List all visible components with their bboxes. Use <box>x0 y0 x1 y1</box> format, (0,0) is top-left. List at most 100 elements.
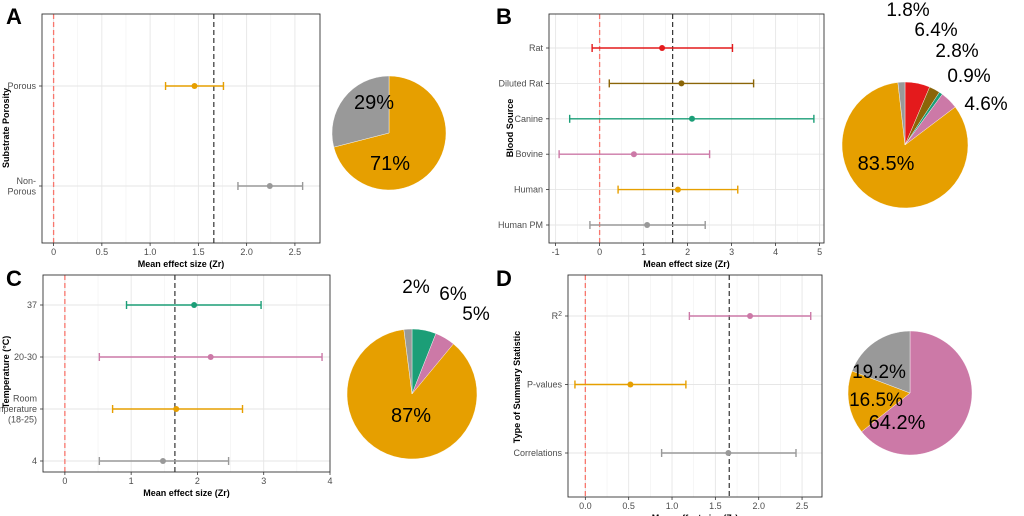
y-tick-label: Human <box>514 185 543 195</box>
pie-slice-label: 4.6% <box>964 94 1007 115</box>
x-tick-label: 0.5 <box>96 247 109 257</box>
point-estimate <box>747 313 754 319</box>
pie-slice-label: 71% <box>370 153 410 175</box>
x-tick-label: 1 <box>129 476 134 486</box>
plot-background <box>42 14 320 243</box>
pie-slice-label: 2.8% <box>935 41 978 62</box>
x-tick-label: 1.5 <box>192 247 205 257</box>
pie-slice-label: 0.9% <box>947 66 990 87</box>
x-axis-title: Mean effect size (Zr) <box>138 259 225 269</box>
x-tick-label: 1.0 <box>666 501 679 511</box>
y-tick-label: 20-30 <box>14 352 37 362</box>
x-tick-label: 0 <box>51 247 56 257</box>
forest-plot-d: 0.0 0.5 1.0 1.5 2.0 2.5 R2 P-values Correlations… <box>512 274 823 516</box>
pie-slice <box>331 75 390 148</box>
x-tick-label: 1 <box>641 247 646 257</box>
y-tick-label-superscript: 2 <box>558 311 562 318</box>
plot-background <box>43 275 330 472</box>
y-axis-title: Substrate Porosity <box>1 88 11 168</box>
pie-slice-label: 19.2% <box>852 362 906 383</box>
point-estimate <box>627 381 634 388</box>
point-estimate <box>689 115 695 122</box>
panel-letter-a: A <box>6 4 22 29</box>
y-tick-label: P-values <box>527 380 563 390</box>
y-tick-label: Temperature <box>0 404 37 414</box>
point-estimate <box>725 450 732 456</box>
panel-letter-c: C <box>6 266 22 291</box>
point-estimate <box>173 406 180 412</box>
point-estimate <box>678 80 685 87</box>
y-tick-label: Correlations <box>513 448 562 458</box>
y-tick-label: Bovine <box>515 149 543 159</box>
x-tick-label: 0.0 <box>579 501 592 511</box>
panel-letter-d: D <box>496 266 512 291</box>
point-estimate <box>659 45 666 51</box>
point-estimate <box>630 151 637 158</box>
y-tick-label: (18-25) <box>8 415 37 425</box>
x-tick-label: 3 <box>729 247 734 257</box>
y-tick-label: Rat <box>529 43 544 53</box>
x-tick-label: 2.0 <box>240 247 253 257</box>
pie-slice-label: 29% <box>354 92 394 114</box>
pie-slice <box>861 330 973 456</box>
pie-slice-label: 6.4% <box>914 20 957 41</box>
pie-slice <box>851 330 911 394</box>
y-tick-label: 37 <box>27 300 37 310</box>
pie-slice-label: 5% <box>462 304 490 325</box>
y-axis-title: Blood Source <box>505 99 515 158</box>
y-tick-label: 4 <box>32 456 37 466</box>
y-tick-label: Porous <box>7 81 36 91</box>
pie-slice-label: 2% <box>402 277 430 298</box>
x-tick-label: 4 <box>327 476 332 486</box>
point-estimate <box>266 183 273 189</box>
pie-slice-label: 87% <box>391 405 431 427</box>
pie-chart-c: 6%5% 87% 2% <box>346 277 490 460</box>
pie-slice <box>847 370 911 433</box>
plot-border <box>41 13 321 244</box>
y-axis-title: Temperature (°C) <box>1 336 11 408</box>
pie-slice-label: 6% <box>439 284 467 305</box>
pie-slice-label: 1.8% <box>886 0 929 21</box>
point-estimate <box>159 458 166 464</box>
y-tick-label: Room <box>13 394 37 404</box>
plot-border <box>42 274 331 473</box>
pie-slice <box>897 81 906 146</box>
pie-slice-label: 83.5% <box>858 153 915 175</box>
plot-border <box>567 274 823 498</box>
pie-chart-d: 64.2%16.5% 19.2% <box>847 330 973 456</box>
forest-plot-b: -1 0 1 2 3 4 5 Rat Diluted Rat Canine Bovine Human H… <box>498 13 825 269</box>
x-tick-label: 2 <box>195 476 200 486</box>
x-tick-label: 1.0 <box>144 247 157 257</box>
forest-plot-c: 0 1 2 3 4 37 20-30 RoomTemperature(18-25) 4 Mean … <box>0 274 333 498</box>
panel-letter-b: B <box>496 4 512 29</box>
x-tick-label: -1 <box>552 247 560 257</box>
x-tick-label: 3 <box>261 476 266 486</box>
pie-slice-label: 64.2% <box>869 412 926 434</box>
plot-background <box>549 14 824 243</box>
y-tick-label: Human PM <box>498 220 543 230</box>
y-axis-title: Type of Summary Statistic <box>512 331 522 443</box>
y-tick-label: Diluted Rat <box>498 78 543 88</box>
x-axis-title: Mean effect size (Zr) <box>643 259 730 269</box>
point-estimate <box>674 186 681 193</box>
pie-chart-b: 6.4%2.8% 0.9% 4.6% 83.5% 1.8% <box>841 0 1008 209</box>
pie-chart-a: 71% 29% <box>331 75 447 191</box>
x-tick-label: 0 <box>597 247 602 257</box>
x-tick-label: 2.5 <box>289 247 302 257</box>
x-axis-title: Mean effect size (Zr) <box>652 513 739 516</box>
x-tick-label: 0.5 <box>622 501 635 511</box>
y-tick-label: Canine <box>514 114 543 124</box>
pie-slice <box>333 75 447 191</box>
x-tick-label: 4 <box>773 247 778 257</box>
x-tick-label: 2.5 <box>796 501 809 511</box>
pie-slice <box>841 82 969 209</box>
point-estimate <box>191 302 198 308</box>
pie-slice-label: 16.5% <box>849 390 903 411</box>
y-tick-label: R2 <box>552 311 563 322</box>
point-estimate <box>191 83 198 89</box>
x-tick-label: 5 <box>817 247 822 257</box>
x-tick-label: 0 <box>62 476 67 486</box>
